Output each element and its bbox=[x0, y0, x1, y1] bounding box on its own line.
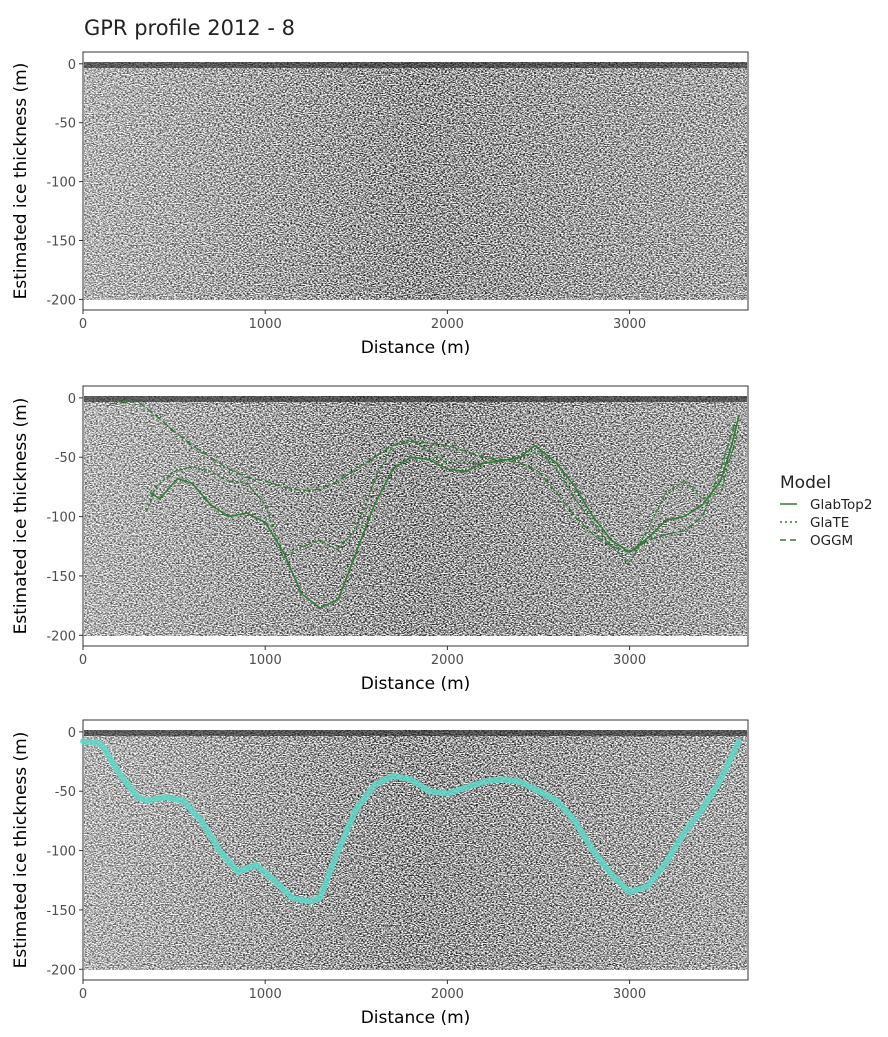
x-tick-label: 3000 bbox=[613, 653, 646, 668]
x-tick-label: 2000 bbox=[431, 653, 464, 668]
y-tick-label: -150 bbox=[46, 234, 76, 249]
x-tick-label: 1000 bbox=[249, 987, 282, 1002]
x-axis-label: Distance (m) bbox=[361, 1008, 471, 1028]
legend-label: OGGM bbox=[810, 533, 853, 549]
x-tick-label: 0 bbox=[79, 317, 87, 332]
y-axis-label: Estimated ice thickness (m) bbox=[11, 732, 31, 969]
surface-reflection bbox=[84, 396, 747, 402]
chart-title: GPR profile 2012 - 8 bbox=[84, 16, 295, 40]
radargram-fade bbox=[84, 62, 747, 300]
y-tick-label: -50 bbox=[55, 451, 76, 466]
legend-label: GlabTop2 bbox=[810, 497, 872, 513]
panel-border bbox=[82, 51, 749, 311]
legend-label: GlaTE bbox=[810, 515, 849, 531]
y-tick-label: -150 bbox=[46, 904, 76, 919]
y-tick-label: -200 bbox=[46, 293, 76, 308]
panel-border bbox=[82, 719, 749, 981]
x-tick-label: 2000 bbox=[431, 987, 464, 1002]
y-tick-label: -100 bbox=[46, 845, 76, 860]
y-axis-label: Estimated ice thickness (m) bbox=[11, 63, 31, 300]
x-axis-label: Distance (m) bbox=[361, 674, 471, 694]
surface-reflection bbox=[84, 62, 747, 68]
x-tick-label: 1000 bbox=[249, 317, 282, 332]
x-tick-label: 1000 bbox=[249, 653, 282, 668]
y-tick-label: 0 bbox=[68, 392, 76, 407]
y-tick-label: -50 bbox=[55, 785, 76, 800]
x-tick-label: 3000 bbox=[613, 317, 646, 332]
y-tick-label: -200 bbox=[46, 629, 76, 644]
y-tick-label: -150 bbox=[46, 570, 76, 585]
x-tick-label: 2000 bbox=[431, 317, 464, 332]
radargram-fade bbox=[84, 396, 747, 636]
x-tick-label: 0 bbox=[79, 987, 87, 1002]
x-tick-label: 0 bbox=[79, 653, 87, 668]
surface-reflection bbox=[84, 730, 747, 736]
y-tick-label: 0 bbox=[68, 58, 76, 73]
legend-title: Model bbox=[780, 473, 831, 493]
y-tick-label: -50 bbox=[55, 117, 76, 132]
y-axis-label: Estimated ice thickness (m) bbox=[11, 398, 31, 635]
series-line bbox=[80, 738, 742, 905]
x-tick-label: 3000 bbox=[613, 987, 646, 1002]
series-line bbox=[146, 426, 740, 565]
series-line bbox=[149, 414, 740, 609]
y-tick-label: -100 bbox=[46, 176, 76, 191]
y-tick-label: -100 bbox=[46, 511, 76, 526]
x-axis-label: Distance (m) bbox=[361, 338, 471, 358]
y-tick-label: -200 bbox=[46, 963, 76, 978]
y-tick-label: 0 bbox=[68, 726, 76, 741]
panel-border bbox=[82, 385, 749, 647]
radargram-fade bbox=[84, 730, 747, 970]
series-line bbox=[109, 400, 736, 553]
